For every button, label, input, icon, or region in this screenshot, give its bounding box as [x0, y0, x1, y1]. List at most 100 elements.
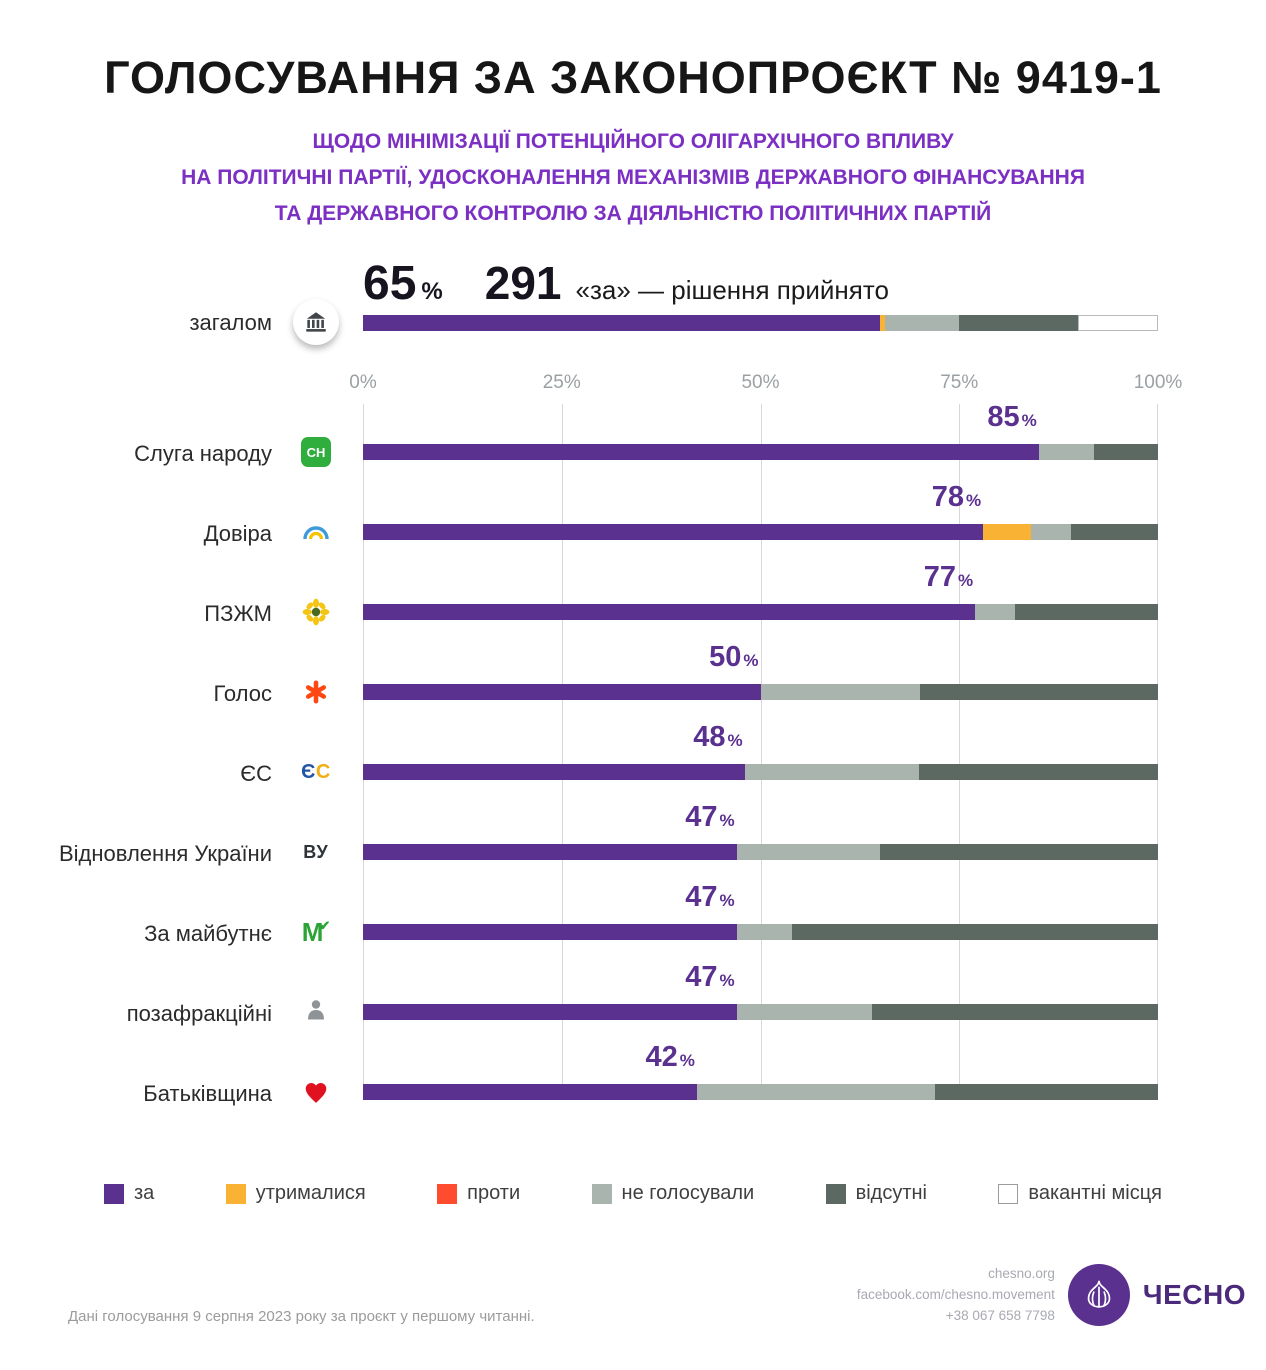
party-bar	[363, 684, 1158, 700]
bar-segment-ne_holosuvaly	[975, 604, 1015, 620]
legend-label: відсутні	[855, 1182, 927, 1204]
bar-area: 42%	[363, 1040, 1158, 1120]
vote-summary: 65 % 291 «за» — рішення прийнято	[363, 256, 889, 311]
bar-segment-utrymalysia	[983, 524, 1031, 540]
party-row: За майбутнє М✔ 47%	[0, 880, 1266, 960]
bar-segment-za	[363, 315, 880, 331]
legend: за утрималися проти не голосували відсутні ва…	[104, 1182, 1162, 1205]
bar-segment-za	[363, 684, 761, 700]
overall-bar	[363, 315, 1158, 331]
bar-segment-za	[363, 764, 745, 780]
party-row: ЄС ЄС 48%	[0, 720, 1266, 800]
bar-segment-vakantni	[1078, 315, 1158, 331]
axis-tick: 0%	[349, 372, 377, 393]
party-bar	[363, 924, 1158, 940]
party-rows: Слуга народу СН 85% Довіра 78% ПЗЖМ 77% Голос 50…	[0, 400, 1266, 1120]
bar-area: 47%	[363, 880, 1158, 960]
bar-segment-vidsutni	[919, 684, 1158, 700]
bar-segment-vidsutni	[959, 315, 1079, 331]
legend-label: не голосували	[621, 1182, 755, 1204]
yes-icon: ЄС	[301, 760, 331, 783]
legend-swatch	[998, 1183, 1019, 1204]
legend-swatch	[825, 1183, 846, 1204]
legend-label: вакантні місця	[1028, 1182, 1162, 1204]
legend-item-vakantni: вакантні місця	[998, 1182, 1162, 1205]
batkivshchyna-icon	[295, 1076, 337, 1108]
bar-segment-za	[363, 444, 1039, 460]
bar-segment-za	[363, 1084, 697, 1100]
bar-segment-vidsutni	[935, 1084, 1158, 1100]
legend-item-vidsutni: відсутні	[825, 1182, 927, 1205]
subtitle-line-3: ТА ДЕРЖАВНОГО КОНТРОЛЮ ЗА ДІЯЛЬНІСТЮ ПОЛ…	[274, 202, 992, 225]
bar-segment-vidsutni	[919, 764, 1158, 780]
party-label: Голос	[213, 681, 272, 706]
bar-segment-ne_holosuvaly	[696, 1084, 936, 1100]
bar-segment-ne_holosuvaly	[885, 315, 960, 331]
party-label: Батьківщина	[143, 1081, 272, 1106]
gridline	[760, 404, 762, 1100]
bar-area: 77%	[363, 560, 1158, 640]
overall-label: загалом	[189, 310, 272, 335]
bar-area: 47%	[363, 960, 1158, 1040]
bar-segment-za	[363, 844, 737, 860]
party-label: Слуга народу	[134, 441, 272, 466]
gridline	[363, 404, 364, 1100]
summary-votes-count: 291	[484, 257, 562, 309]
bar-segment-utrymalysia	[879, 315, 886, 331]
party-label: ПЗЖМ	[204, 601, 272, 626]
party-bar	[363, 1084, 1158, 1100]
bar-segment-ne_holosuvaly	[736, 1004, 872, 1020]
party-percent-label: 47%	[685, 961, 735, 993]
party-label: ЄС	[240, 761, 272, 786]
legend-label: утрималися	[255, 1182, 366, 1204]
party-percent-label: 42%	[645, 1041, 695, 1073]
bar-segment-vidsutni	[1070, 524, 1158, 540]
party-label: позафракційні	[126, 1001, 272, 1026]
axis-ticks: 0% 25% 50% 75% 100%	[349, 372, 1182, 396]
axis-tick: 25%	[542, 372, 581, 393]
legend-swatch	[437, 1183, 458, 1204]
party-row: Відновлення України ВУ 47%	[0, 800, 1266, 880]
party-bar	[363, 444, 1158, 460]
phone-number: +38 067 658 7798	[945, 1307, 1055, 1323]
legend-swatch	[104, 1183, 124, 1204]
bar-segment-ne_holosuvaly	[760, 684, 920, 700]
gridlines	[363, 404, 1158, 1100]
party-bar	[363, 524, 1158, 540]
legend-item-proty: проти	[437, 1182, 520, 1205]
bar-segment-vidsutni	[1014, 604, 1158, 620]
subtitle-line-1: ЩОДО МІНІМІЗАЦІЇ ПОТЕНЦІЙНОГО ОЛІГАРХІЧН…	[312, 130, 954, 153]
page-title: ГОЛОСУВАННЯ ЗА ЗАКОНОПРОЄКТ № 9419-1	[104, 52, 1162, 103]
party-percent-label: 47%	[685, 801, 735, 833]
bar-segment-ne_holosuvaly	[736, 924, 793, 940]
legend-swatch	[591, 1183, 612, 1204]
party-percent-label: 78%	[931, 481, 982, 513]
legend-item-ne_holosuvaly: не голосували	[591, 1182, 755, 1205]
party-row: Слуга народу СН 85%	[0, 400, 1266, 480]
party-percent-label: 77%	[923, 561, 974, 593]
party-bar	[363, 1004, 1158, 1020]
holos-icon	[295, 676, 337, 708]
dovira-icon	[295, 516, 337, 548]
party-bar	[363, 764, 1158, 780]
bar-segment-ne_holosuvaly	[736, 844, 880, 860]
axis-tick: 75%	[940, 372, 979, 393]
bar-segment-vidsutni	[871, 1004, 1158, 1020]
party-row: Батьківщина 42%	[0, 1040, 1266, 1120]
bar-area: 85%	[363, 400, 1158, 480]
summary-percent-sign: %	[421, 278, 443, 305]
party-row: позафракційні 47%	[0, 960, 1266, 1040]
legend-label: за	[134, 1182, 155, 1204]
website-link: chesno.org	[988, 1266, 1055, 1281]
axis-tick: 50%	[741, 372, 780, 393]
bar-segment-vidsutni	[1094, 444, 1158, 460]
legend-item-utrymalysia: утрималися	[225, 1182, 366, 1205]
bar-segment-za	[363, 1004, 737, 1020]
bar-area: 47%	[363, 800, 1158, 880]
party-bar	[363, 604, 1158, 620]
gridline	[1157, 404, 1158, 1100]
footer-note: Дані голосування 9 серпня 2023 року за п…	[68, 1308, 535, 1325]
chesno-garlic-logo-icon	[1067, 1264, 1130, 1327]
vu-icon: ВУ	[303, 841, 329, 862]
bar-segment-za	[363, 924, 737, 940]
